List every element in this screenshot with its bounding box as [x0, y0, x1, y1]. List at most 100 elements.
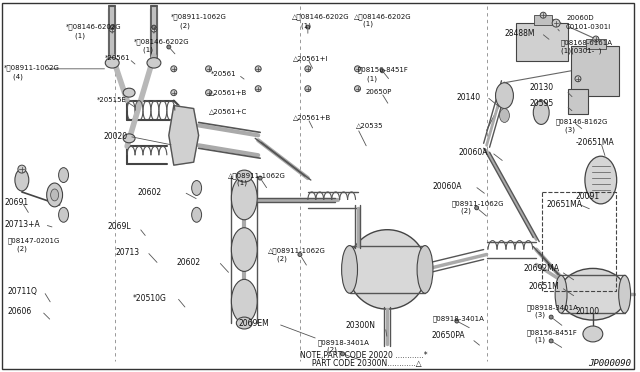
- Text: *20561: *20561: [105, 55, 131, 61]
- Bar: [542, 192, 616, 291]
- Text: △Ⓒ08146-6202G
    (1): △Ⓒ08146-6202G (1): [353, 13, 411, 27]
- Circle shape: [549, 315, 553, 319]
- Text: PART CODE 20300N............△: PART CODE 20300N............△: [300, 359, 422, 368]
- Text: 20650P: 20650P: [365, 89, 392, 95]
- Circle shape: [18, 165, 26, 173]
- Circle shape: [258, 176, 262, 180]
- Text: △20561+C: △20561+C: [209, 109, 247, 115]
- Text: 20651MA: 20651MA: [546, 200, 582, 209]
- Text: Ⓒ08146-8162G
    (3): Ⓒ08146-8162G (3): [556, 118, 609, 132]
- Circle shape: [110, 25, 114, 29]
- Ellipse shape: [191, 207, 202, 222]
- Text: Ⓒ08147-0201G
    (2): Ⓒ08147-0201G (2): [8, 238, 60, 252]
- Ellipse shape: [232, 228, 257, 272]
- Text: 20130: 20130: [529, 83, 554, 92]
- Text: △Ⓒ08146-6202G: △Ⓒ08146-6202G: [292, 13, 349, 20]
- Ellipse shape: [59, 168, 68, 183]
- Ellipse shape: [236, 317, 252, 329]
- Circle shape: [152, 25, 156, 29]
- Ellipse shape: [147, 58, 161, 68]
- Text: 20602: 20602: [137, 188, 161, 197]
- Text: *Ⓒ08146-6202G: *Ⓒ08146-6202G: [65, 23, 121, 30]
- Text: 20602: 20602: [177, 257, 201, 266]
- Ellipse shape: [123, 134, 135, 143]
- Circle shape: [255, 66, 261, 72]
- Text: △ⓝ08911-1062G
    (2): △ⓝ08911-1062G (2): [268, 248, 326, 262]
- Text: (4): (4): [4, 74, 23, 80]
- Ellipse shape: [559, 269, 627, 320]
- Text: 2069EM: 2069EM: [238, 319, 269, 328]
- Text: ⓝ08918-3401A: ⓝ08918-3401A: [433, 315, 485, 322]
- Text: 20650PA: 20650PA: [432, 331, 466, 340]
- Circle shape: [167, 45, 171, 49]
- Text: NOTE,PART CODE 20020 ............*: NOTE,PART CODE 20020 ............*: [300, 351, 428, 360]
- Ellipse shape: [105, 58, 119, 68]
- Circle shape: [151, 26, 157, 32]
- Ellipse shape: [555, 275, 567, 313]
- Circle shape: [205, 66, 212, 72]
- Text: *ⓝ08911-1062G: *ⓝ08911-1062G: [171, 13, 227, 20]
- Ellipse shape: [495, 83, 513, 109]
- Circle shape: [540, 12, 546, 18]
- Circle shape: [552, 19, 560, 27]
- Ellipse shape: [348, 230, 427, 309]
- Ellipse shape: [47, 183, 63, 207]
- Text: Ⓒ08168-6161A: Ⓒ08168-6161A: [561, 39, 613, 46]
- Text: (1): (1): [134, 47, 153, 54]
- Text: 2069L: 2069L: [108, 222, 131, 231]
- Text: △20561+I: △20561+I: [293, 55, 328, 61]
- Text: 20091: 20091: [576, 192, 600, 201]
- Ellipse shape: [51, 189, 59, 201]
- Text: △ⓝ08911-1062G
    (1): △ⓝ08911-1062G (1): [228, 172, 286, 186]
- Text: *20510G: *20510G: [133, 294, 167, 303]
- Text: C0101-0301I: C0101-0301I: [566, 24, 611, 30]
- Text: 20060A: 20060A: [459, 148, 488, 157]
- Ellipse shape: [583, 326, 603, 342]
- Text: 20711Q: 20711Q: [8, 287, 38, 296]
- Text: ⓝ08918-3401A
    (3): ⓝ08918-3401A (3): [526, 304, 578, 318]
- Bar: [534, 15, 552, 25]
- Circle shape: [340, 352, 344, 356]
- Text: 20713+A: 20713+A: [5, 220, 41, 229]
- Circle shape: [305, 66, 311, 72]
- Circle shape: [475, 206, 479, 210]
- Text: -20651MA: -20651MA: [576, 138, 615, 147]
- Circle shape: [455, 319, 459, 323]
- Text: △20561+B: △20561+B: [209, 89, 247, 95]
- Bar: [516, 23, 568, 61]
- Text: 20713: 20713: [115, 248, 140, 257]
- Text: 20060D: 20060D: [566, 15, 594, 21]
- Text: 20691: 20691: [5, 198, 29, 207]
- Ellipse shape: [342, 246, 358, 293]
- Bar: [571, 46, 619, 96]
- Ellipse shape: [619, 275, 630, 313]
- Text: 20300N: 20300N: [346, 321, 376, 330]
- Text: 20606: 20606: [8, 307, 32, 316]
- Ellipse shape: [232, 279, 257, 323]
- Text: *20561: *20561: [211, 71, 236, 77]
- Text: 20595: 20595: [529, 99, 554, 108]
- Text: ⓝ08918-3401A
    (2): ⓝ08918-3401A (2): [318, 339, 370, 353]
- Text: (1)(0301-  ): (1)(0301- ): [561, 48, 602, 54]
- Text: *ⓝ08911-1062G: *ⓝ08911-1062G: [4, 65, 60, 71]
- Circle shape: [380, 69, 384, 73]
- Ellipse shape: [15, 169, 29, 191]
- Text: 20020: 20020: [103, 132, 127, 141]
- Ellipse shape: [585, 156, 617, 204]
- Polygon shape: [169, 106, 198, 165]
- Text: 28488M: 28488M: [504, 29, 535, 38]
- Text: (1): (1): [65, 32, 84, 39]
- Text: △20535: △20535: [355, 122, 383, 128]
- Circle shape: [205, 90, 212, 96]
- Text: JP000090: JP000090: [588, 359, 631, 368]
- Ellipse shape: [499, 109, 509, 122]
- Text: ⓝ08911-1062G
    (2): ⓝ08911-1062G (2): [452, 200, 504, 214]
- Text: Ⓒ08156-8451F: Ⓒ08156-8451F: [358, 67, 408, 73]
- Circle shape: [298, 253, 302, 257]
- Text: 20060A: 20060A: [433, 182, 463, 191]
- Circle shape: [355, 66, 360, 72]
- Text: (2): (2): [171, 22, 189, 29]
- Circle shape: [355, 86, 360, 92]
- Text: 20692MA: 20692MA: [524, 264, 559, 273]
- Text: (1): (1): [292, 22, 311, 29]
